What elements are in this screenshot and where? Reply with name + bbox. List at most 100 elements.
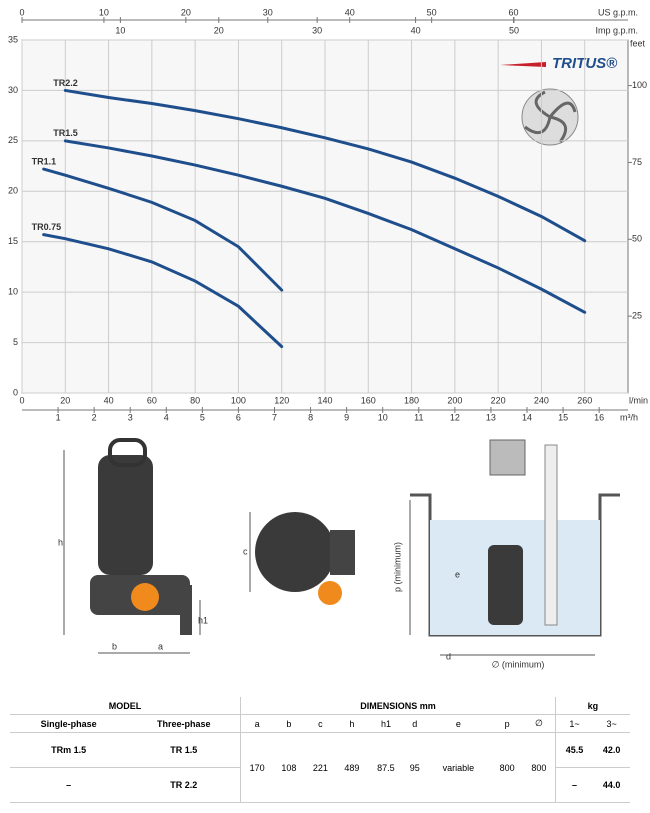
aux-tick-label: 6 bbox=[236, 412, 241, 422]
x-tick-label: 220 bbox=[491, 395, 506, 405]
aux-tick-label: 14 bbox=[522, 412, 532, 422]
pump-side: h b a h1 bbox=[58, 438, 208, 654]
aux-axis-label: US g.p.m. bbox=[598, 7, 638, 17]
series-label: TR2.2 bbox=[53, 78, 78, 88]
aux-tick-label: 7 bbox=[272, 412, 277, 422]
cell: d bbox=[404, 714, 426, 733]
cell: h1 bbox=[367, 714, 405, 733]
aux-tick-label: 12 bbox=[450, 412, 460, 422]
cell: e bbox=[425, 714, 492, 733]
cell: 221 bbox=[304, 732, 337, 803]
x-tick-label: 140 bbox=[317, 395, 332, 405]
group: MODEL bbox=[10, 697, 241, 715]
y2-tick-label: 100 bbox=[632, 80, 647, 90]
x-tick-label: 200 bbox=[447, 395, 462, 405]
dimension-table: MODEL DIMENSIONS mm kg Single-phase Three-p… bbox=[10, 697, 630, 803]
dim-label: e bbox=[455, 569, 460, 579]
aux-tick-label: 40 bbox=[345, 7, 355, 17]
aux-tick-label: 8 bbox=[308, 412, 313, 422]
x-tick-label: 180 bbox=[404, 395, 419, 405]
aux-tick-label: 10 bbox=[99, 7, 109, 17]
y-tick-label: 15 bbox=[8, 236, 18, 246]
aux-tick-label: 50 bbox=[509, 25, 519, 35]
x-tick-label: 40 bbox=[104, 395, 114, 405]
x-tick-label: 20 bbox=[60, 395, 70, 405]
aux-tick-label: 2 bbox=[92, 412, 97, 422]
dim-label: d bbox=[446, 651, 451, 661]
aux-tick-label: 15 bbox=[558, 412, 568, 422]
dim-label: p (minimum) bbox=[392, 542, 402, 592]
aux-tick-label: 20 bbox=[214, 25, 224, 35]
aux-tick-label: 1 bbox=[56, 412, 61, 422]
cell: c bbox=[304, 714, 337, 733]
x-tick-label: 260 bbox=[577, 395, 592, 405]
y-tick-label: 5 bbox=[13, 337, 18, 347]
x-tick-label: 0 bbox=[19, 395, 24, 405]
cell: Three-phase bbox=[127, 714, 241, 733]
aux-tick-label: 10 bbox=[115, 25, 125, 35]
x-axis-label: l/min bbox=[629, 395, 648, 405]
installation: p (minimum) e d ∅ (minimum) bbox=[392, 439, 620, 669]
cell: 489 bbox=[336, 732, 368, 803]
dim-label: b bbox=[112, 641, 117, 651]
cell: h bbox=[336, 714, 368, 733]
aux-tick-label: 4 bbox=[164, 412, 169, 422]
series-label: TR1.1 bbox=[32, 156, 57, 166]
y-tick-label: 0 bbox=[13, 387, 18, 397]
cell: 95 bbox=[404, 732, 426, 803]
group: kg bbox=[554, 697, 630, 715]
cell: ∅ bbox=[522, 714, 556, 733]
y-tick-label: 20 bbox=[8, 186, 18, 196]
aux-tick-label: 13 bbox=[486, 412, 496, 422]
aux-tick-label: 20 bbox=[181, 7, 191, 17]
y-tick-label: 35 bbox=[8, 34, 18, 44]
cell: TRm 1.5 bbox=[10, 732, 128, 768]
dim-label: h bbox=[58, 537, 63, 547]
aux-tick-label: 9 bbox=[344, 412, 349, 422]
cell: p bbox=[491, 714, 523, 733]
y-tick-label: 25 bbox=[8, 135, 18, 145]
x-tick-label: 100 bbox=[231, 395, 246, 405]
aux-tick-label: 5 bbox=[200, 412, 205, 422]
cell: – bbox=[10, 767, 128, 803]
x-tick-label: 240 bbox=[534, 395, 549, 405]
cell: 42.0 bbox=[593, 732, 630, 768]
x-tick-label: 120 bbox=[274, 395, 289, 405]
aux-tick-label: 40 bbox=[411, 25, 421, 35]
aux-tick-label: 30 bbox=[312, 25, 322, 35]
aux-axis-label: Imp g.p.m. bbox=[595, 25, 638, 35]
aux-tick-label: 10 bbox=[378, 412, 388, 422]
cell: 3~ bbox=[593, 714, 630, 733]
cell: variable bbox=[425, 732, 492, 803]
cell: – bbox=[554, 767, 594, 803]
cell: 108 bbox=[273, 732, 305, 803]
dim-label: c bbox=[243, 546, 248, 556]
cell: 87.5 bbox=[367, 732, 405, 803]
dim-label: h1 bbox=[198, 615, 208, 625]
dim-label: a bbox=[158, 641, 163, 651]
series-label: TR0.75 bbox=[32, 222, 62, 232]
group: DIMENSIONS mm bbox=[240, 697, 556, 715]
dim-label: ∅ (minimum) bbox=[492, 659, 545, 669]
aux-tick-label: 60 bbox=[509, 7, 519, 17]
aux-tick-label: 3 bbox=[128, 412, 133, 422]
y-tick-label: 10 bbox=[8, 287, 18, 297]
y2-tick-label: 50 bbox=[632, 234, 642, 244]
cell: Single-phase bbox=[10, 714, 128, 733]
cell: b bbox=[273, 714, 305, 733]
aux-tick-label: 16 bbox=[594, 412, 604, 422]
y2-axis-label: feet bbox=[630, 38, 646, 48]
x-tick-label: 160 bbox=[361, 395, 376, 405]
curve bbox=[63, 88, 587, 243]
cell: 170 bbox=[240, 732, 274, 803]
aux-tick-label: 11 bbox=[414, 412, 423, 422]
x-tick-label: 80 bbox=[190, 395, 200, 405]
aux-tick-label: 30 bbox=[263, 7, 273, 17]
cell: 1~ bbox=[554, 714, 594, 733]
aux-tick-label: 50 bbox=[427, 7, 437, 17]
drawings: h b a h1 c p (minimum) e d ∅ (minimum) bbox=[58, 438, 620, 669]
cell: TR 1.5 bbox=[127, 732, 241, 768]
curve bbox=[63, 139, 587, 314]
cell: 44.0 bbox=[593, 767, 630, 803]
